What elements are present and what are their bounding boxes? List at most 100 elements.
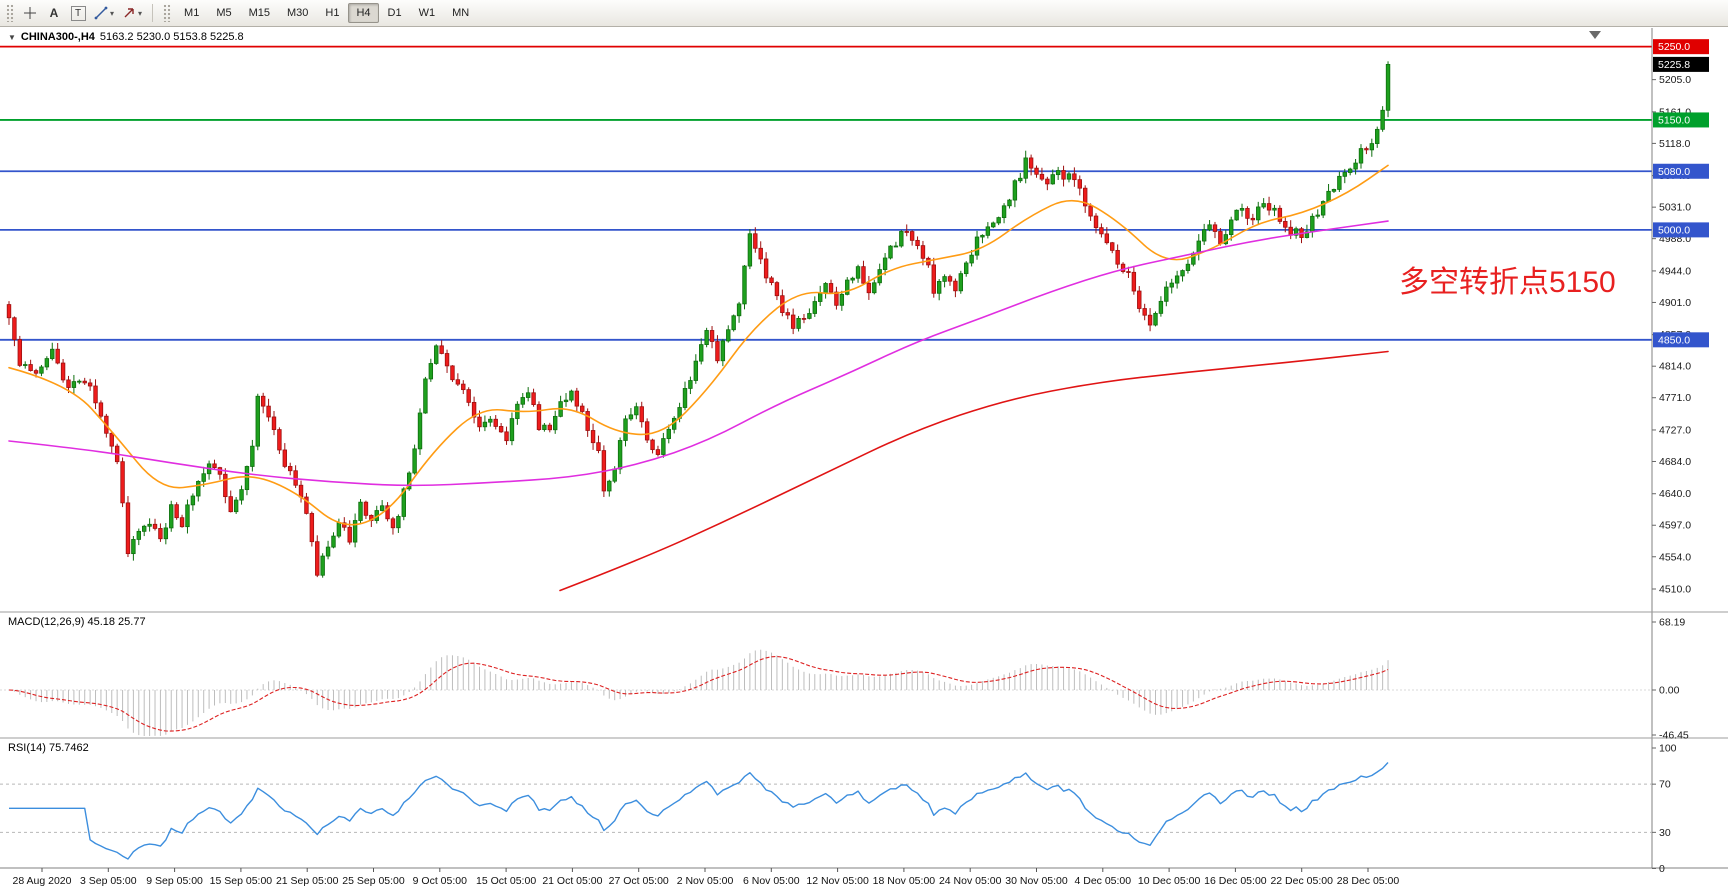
price-tag-4850.0: 4850.0 <box>1653 332 1709 348</box>
macd-indicator-label: MACD(12,26,9) 45.18 25.77 <box>8 616 146 628</box>
svg-text:4850.0: 4850.0 <box>1658 334 1690 346</box>
ma-line-medium-magenta <box>8 220 1389 487</box>
trendline-tool-button[interactable]: ▾ <box>91 3 117 23</box>
svg-text:9 Oct 05:00: 9 Oct 05:00 <box>413 875 467 887</box>
svg-text:4684.0: 4684.0 <box>1659 456 1691 468</box>
rsi-axis[interactable]: 100 70 30 0 <box>1652 743 1677 876</box>
svg-text:10 Dec 05:00: 10 Dec 05:00 <box>1138 875 1201 887</box>
toolbar-drag-handle[interactable] <box>6 4 14 22</box>
svg-text:70: 70 <box>1659 779 1671 791</box>
svg-text:0.00: 0.00 <box>1659 685 1680 697</box>
ma-line-slow-red <box>559 350 1389 592</box>
toolbar-separator <box>152 4 154 22</box>
label-tool-button[interactable]: T <box>67 3 89 23</box>
chart-annotation-text[interactable]: 多空转折点5150 <box>1399 266 1616 299</box>
svg-text:4944.0: 4944.0 <box>1659 265 1691 277</box>
svg-text:5118.0: 5118.0 <box>1659 138 1690 150</box>
svg-text:68.19: 68.19 <box>1659 617 1685 629</box>
svg-text:21 Sep 05:00: 21 Sep 05:00 <box>276 875 339 887</box>
svg-text:6 Nov 05:00: 6 Nov 05:00 <box>743 875 800 887</box>
svg-text:24 Nov 05:00: 24 Nov 05:00 <box>939 875 1002 887</box>
svg-text:5031.0: 5031.0 <box>1659 202 1691 214</box>
trendline-icon <box>94 6 108 20</box>
macd-histogram <box>13 649 1389 736</box>
svg-text:5000.0: 5000.0 <box>1658 224 1690 236</box>
svg-text:30 Nov 05:00: 30 Nov 05:00 <box>1005 875 1068 887</box>
toolbar: A T ▾ ▾ M1 M5 M15 M30 H1 H4 D1 W1 MN <box>0 0 1728 27</box>
svg-text:27 Oct 05:00: 27 Oct 05:00 <box>609 875 669 887</box>
arrows-tool-button[interactable]: ▾ <box>119 3 145 23</box>
svg-text:28 Aug 2020: 28 Aug 2020 <box>13 875 72 887</box>
price-tag-5000.0: 5000.0 <box>1653 222 1709 238</box>
svg-text:5225.8: 5225.8 <box>1658 59 1690 71</box>
svg-text:4814.0: 4814.0 <box>1659 361 1691 373</box>
timeframe-button-h1[interactable]: H1 <box>325 7 340 19</box>
timeframe-group: M1 M5 M15 M30 H1 H4 D1 W1 MN <box>176 3 477 23</box>
svg-text:28 Dec 05:00: 28 Dec 05:00 <box>1337 875 1400 887</box>
rsi-panel <box>0 762 1652 860</box>
price-axis[interactable]: 5205.05161.05118.05074.05031.04988.04944… <box>1651 28 1709 868</box>
price-tag-5225.8: 5225.8 <box>1653 56 1709 72</box>
chevron-down-icon: ▾ <box>110 8 115 18</box>
chart-canvas[interactable]: 5205.05161.05118.05074.05031.04988.04944… <box>0 27 1728 893</box>
price-tag-5080.0: 5080.0 <box>1653 163 1709 179</box>
chart-title: ▼ CHINA300-,H4 5163.2 5230.0 5153.8 5225… <box>8 31 244 43</box>
ohlc-values: 5163.2 5230.0 5153.8 5225.8 <box>99 31 244 43</box>
price-panel[interactable] <box>0 45 1652 592</box>
svg-text:15 Oct 05:00: 15 Oct 05:00 <box>476 875 536 887</box>
svg-text:16 Dec 05:00: 16 Dec 05:00 <box>1204 875 1267 887</box>
symbol-name: CHINA300-,H4 <box>20 31 95 43</box>
svg-text:4771.0: 4771.0 <box>1659 392 1691 404</box>
timeframe-button-m30[interactable]: M30 <box>287 7 309 19</box>
svg-text:5205.0: 5205.0 <box>1659 74 1691 86</box>
price-tag-5250.0: 5250.0 <box>1653 39 1709 55</box>
svg-text:2 Nov 05:00: 2 Nov 05:00 <box>677 875 734 887</box>
svg-text:4727.0: 4727.0 <box>1659 424 1691 436</box>
time-axis[interactable]: 28 Aug 2020 3 Sep 05:00 9 Sep 05:00 15 Sep … <box>13 868 1400 887</box>
svg-text:25 Sep 05:00: 25 Sep 05:00 <box>342 875 405 887</box>
chevron-down-icon: ▾ <box>138 8 143 18</box>
svg-text:3 Sep 05:00: 3 Sep 05:00 <box>80 875 137 887</box>
svg-text:-46.45: -46.45 <box>1659 730 1689 742</box>
price-tag-5150.0: 5150.0 <box>1653 112 1709 128</box>
timeframe-toolbar-handle[interactable] <box>163 4 172 22</box>
macd-signal-line <box>8 655 1389 732</box>
rsi-line <box>9 762 1389 860</box>
timeframe-button-m5[interactable]: M5 <box>216 7 232 19</box>
svg-text:4597.0: 4597.0 <box>1659 520 1691 532</box>
text-a-icon: A <box>49 6 59 20</box>
ma-line-fast-orange <box>8 164 1389 526</box>
svg-text:9 Sep 05:00: 9 Sep 05:00 <box>146 875 203 887</box>
svg-text:12 Nov 05:00: 12 Nov 05:00 <box>806 875 869 887</box>
text-tool-button[interactable]: A <box>43 3 65 23</box>
timeframe-button-m15[interactable]: M15 <box>248 7 270 19</box>
svg-text:18 Nov 05:00: 18 Nov 05:00 <box>873 875 936 887</box>
chart-shift-marker-icon[interactable] <box>1589 31 1601 39</box>
svg-text:4901.0: 4901.0 <box>1659 297 1691 309</box>
svg-text:4554.0: 4554.0 <box>1659 551 1691 563</box>
timeframe-button-h4[interactable]: H4 <box>348 3 379 23</box>
timeframe-button-m1[interactable]: M1 <box>184 7 200 19</box>
candles <box>6 61 1391 578</box>
svg-text:5080.0: 5080.0 <box>1658 166 1690 178</box>
svg-text:30: 30 <box>1659 827 1671 839</box>
svg-text:15 Sep 05:00: 15 Sep 05:00 <box>210 875 273 887</box>
arrow-icon <box>124 8 134 18</box>
svg-text:4510.0: 4510.0 <box>1659 584 1691 596</box>
symbol-arrow-icon[interactable]: ▼ <box>8 32 16 42</box>
svg-text:4640.0: 4640.0 <box>1659 488 1691 500</box>
rsi-indicator-label: RSI(14) 75.7462 <box>8 742 89 754</box>
timeframe-button-d1[interactable]: D1 <box>387 7 402 19</box>
svg-text:0: 0 <box>1659 863 1665 875</box>
macd-panel <box>0 649 1652 736</box>
svg-text:5250.0: 5250.0 <box>1658 41 1690 53</box>
macd-axis[interactable]: 68.19 0.00 -46.45 <box>1652 617 1689 742</box>
svg-text:22 Dec 05:00: 22 Dec 05:00 <box>1270 875 1333 887</box>
crosshair-icon <box>24 7 36 19</box>
text-t-icon: T <box>70 5 86 21</box>
timeframe-button-w1[interactable]: W1 <box>418 7 436 19</box>
timeframe-button-mn[interactable]: MN <box>452 7 470 19</box>
crosshair-tool-button[interactable] <box>19 3 41 23</box>
svg-text:5150.0: 5150.0 <box>1658 114 1690 126</box>
